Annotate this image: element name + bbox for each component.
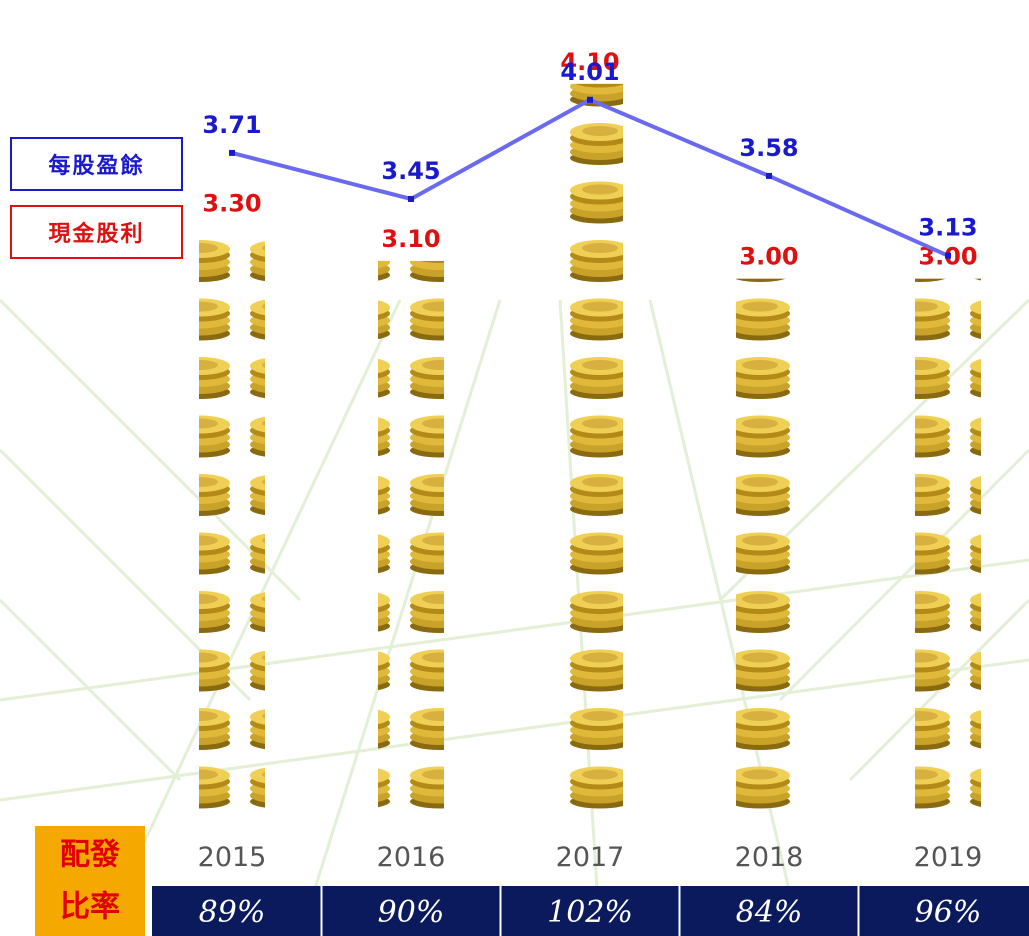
table-cell: 89% (199, 895, 266, 930)
table-cell: 84% (736, 895, 803, 930)
x-tick-label: 2015 (198, 842, 267, 873)
data-label: 4.10 (560, 48, 619, 76)
coin-stack (557, 83, 623, 811)
legend-item: 每股盈餘 (10, 137, 183, 191)
table-cell: 90% (378, 895, 445, 930)
line-point (408, 195, 414, 202)
line-point (945, 252, 951, 259)
x-tick-label: 2018 (735, 842, 804, 873)
line-point (766, 172, 772, 179)
table-title-box (35, 826, 145, 936)
x-tick-label: 2017 (556, 842, 625, 873)
x-tick-label: 2019 (914, 842, 983, 873)
coin-stack (736, 278, 802, 811)
coin-stack (378, 260, 444, 810)
table-cell: 102% (547, 895, 633, 930)
table-title: 比率 (60, 890, 120, 925)
coin-stack (915, 278, 981, 811)
data-label: 3.58 (739, 134, 798, 162)
legend-item: 現金股利 (10, 205, 183, 259)
data-label: 3.10 (381, 225, 440, 253)
background-grid (0, 298, 1029, 936)
line-point (229, 149, 235, 156)
table-cell: 96% (915, 895, 982, 930)
data-label: 3.30 (202, 190, 261, 218)
data-label: 3.13 (918, 214, 977, 242)
table-row (152, 886, 1029, 936)
line-point (587, 96, 593, 103)
data-label: 3.71 (202, 111, 261, 139)
data-label: 3.00 (739, 243, 798, 271)
coin-stack (199, 225, 265, 811)
x-tick-label: 2016 (377, 842, 446, 873)
table-title: 配發 (60, 838, 120, 873)
table (35, 826, 1029, 936)
data-label: 3.45 (381, 157, 440, 185)
data-label: 4.01 (560, 58, 619, 86)
